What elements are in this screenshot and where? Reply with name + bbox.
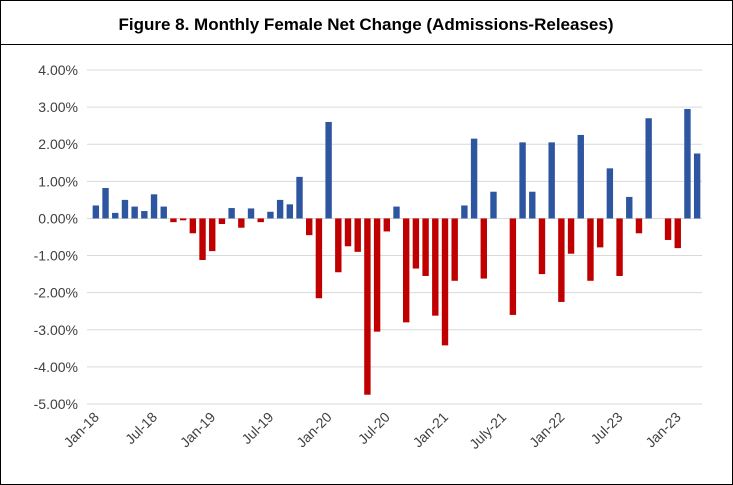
bar [121, 199, 129, 219]
chart-title: Figure 8. Monthly Female Net Change (Adm… [118, 15, 613, 34]
bar [92, 205, 100, 219]
bar [160, 206, 167, 219]
bar [645, 118, 652, 219]
bar [383, 218, 391, 232]
bar [587, 218, 594, 281]
bar [558, 218, 565, 302]
bar [461, 205, 468, 219]
bar [490, 191, 497, 219]
bar [509, 218, 517, 315]
bar [606, 168, 614, 219]
bar [432, 218, 439, 316]
bar [296, 176, 303, 219]
bar [538, 218, 546, 275]
bar [209, 218, 216, 252]
bar [218, 218, 226, 225]
bar [199, 218, 206, 261]
bar [344, 218, 352, 247]
bar [626, 196, 633, 219]
bar [470, 138, 478, 219]
bar [276, 199, 284, 219]
bar [257, 218, 264, 223]
bar [422, 218, 429, 276]
bar [451, 218, 458, 281]
bar [170, 218, 177, 223]
bar [141, 211, 148, 219]
bar [364, 218, 371, 395]
y-tick-label: 3.00% [38, 99, 78, 115]
bar [189, 218, 197, 234]
bar [596, 218, 604, 248]
bar [674, 218, 681, 249]
bar [325, 121, 332, 219]
bar [693, 153, 701, 219]
bar [286, 204, 294, 219]
bar [131, 206, 138, 219]
bar [393, 206, 400, 219]
bar [150, 194, 158, 219]
bar [412, 218, 420, 269]
bar [112, 212, 119, 219]
y-tick-label: 0.00% [38, 210, 78, 226]
bar [635, 218, 643, 234]
y-tick-label: -1.00% [34, 248, 78, 264]
bar [354, 218, 361, 252]
bar [616, 218, 623, 276]
bar [480, 218, 487, 279]
bar [402, 218, 410, 323]
bar [102, 188, 109, 219]
y-tick-label: -5.00% [34, 396, 78, 412]
bar [664, 218, 672, 240]
y-tick-label: 2.00% [38, 136, 78, 152]
bar [567, 218, 575, 254]
y-tick-label: 4.00% [38, 62, 78, 78]
bar [577, 134, 584, 219]
bar [335, 218, 342, 273]
bar [267, 211, 274, 219]
bar [441, 218, 449, 346]
bar [179, 218, 187, 221]
y-tick-label: 1.00% [38, 173, 78, 189]
bar [373, 218, 381, 332]
bar [548, 142, 555, 219]
y-tick-label: -4.00% [34, 359, 78, 375]
bar [529, 191, 536, 219]
bar [228, 208, 235, 219]
y-tick-label: -2.00% [34, 285, 78, 301]
y-tick-label: -3.00% [34, 322, 78, 338]
bar [684, 108, 691, 219]
bar [306, 218, 313, 236]
bar [247, 208, 255, 219]
bar [519, 142, 526, 219]
bar [315, 218, 323, 299]
bar [238, 218, 245, 228]
